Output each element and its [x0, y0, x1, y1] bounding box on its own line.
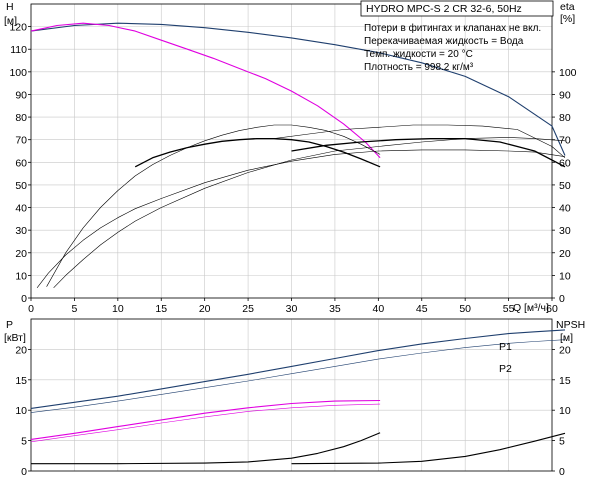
note-line: Перекачиваемая жидкость = Вода — [364, 36, 524, 47]
series-line-bottom-2 — [30, 399, 381, 440]
y2-tick-label: 0 — [559, 293, 565, 305]
y2-tick-label: 10 — [559, 270, 571, 282]
y-tick-label: 90 — [15, 89, 27, 101]
x-tick-label: 30 — [286, 303, 298, 315]
top-ticks: 0102030405060708090100110120010203040506… — [9, 22, 576, 315]
y2-tick-label: 50 — [559, 180, 571, 192]
bottom-y-axis-label: P — [6, 319, 13, 331]
bottom-y2-axis-unit: [м] — [560, 332, 573, 344]
x-tick-label: 50 — [459, 303, 471, 315]
top-y-axis-unit: [м] — [4, 15, 17, 27]
series-line-top-6 — [274, 124, 566, 159]
note-line: Потери в фитингах и клапанах не вкл. — [364, 22, 541, 34]
y-tick-label: 40 — [15, 203, 27, 215]
bottom-ticks: 0 5 10 15 20 0 5 10 15 20 — [15, 344, 571, 478]
y-tick-label: 10 — [15, 270, 27, 282]
y2-tick-label: 5 — [559, 436, 565, 448]
y-tick-label: 5 — [21, 436, 27, 448]
y2-tick-label: 20 — [559, 248, 571, 260]
series-line-bottom-3 — [30, 403, 381, 443]
x-tick-label: 25 — [242, 303, 254, 315]
series-line-top-2 — [46, 124, 381, 287]
x-tick-label: 5 — [71, 303, 77, 315]
series-line-top-5 — [53, 137, 566, 289]
x-tick-label: 40 — [372, 303, 384, 315]
x-tick-label: 15 — [155, 303, 167, 315]
y2-tick-label: 60 — [559, 157, 571, 169]
y-tick-label: 60 — [15, 157, 27, 169]
y2-tick-label: 30 — [559, 225, 571, 237]
x-tick-label: 35 — [329, 303, 341, 315]
top-y2-axis-label: eta — [560, 1, 575, 13]
series-line-bottom-5 — [291, 432, 566, 465]
y-tick-label: 15 — [15, 375, 27, 387]
series-label-p2: P2 — [499, 363, 512, 375]
x-axis-unit: [м³/ч] — [524, 302, 549, 314]
y2-tick-label: 80 — [559, 112, 571, 124]
y2-tick-label: 40 — [559, 203, 571, 215]
series-line-top-3 — [134, 137, 381, 168]
series-line-bottom-4 — [31, 432, 381, 465]
x-tick-label: 55 — [503, 303, 515, 315]
y-tick-label: 70 — [15, 135, 27, 147]
y2-tick-label: 0 — [559, 466, 565, 478]
note-line: Плотность = 998.2 кг/м³ — [364, 62, 474, 73]
y-tick-label: 20 — [15, 344, 27, 356]
series-line-top-1 — [30, 22, 381, 159]
x-tick-label: 10 — [112, 303, 124, 315]
y-tick-label: 30 — [15, 225, 27, 237]
series-line-top-0 — [30, 22, 566, 156]
y2-tick-label: 100 — [559, 67, 577, 79]
top-y-axis-label: H — [6, 1, 14, 13]
y2-tick-label: 15 — [559, 375, 571, 387]
y-tick-label: 50 — [15, 180, 27, 192]
x-tick-label: 60 — [546, 303, 558, 315]
y-tick-label: 0 — [21, 466, 27, 478]
y-tick-label: 0 — [21, 293, 27, 305]
chart-title: HYDRO MPC-S 2 CR 32-6, 50Hz — [366, 3, 522, 15]
top-series — [30, 22, 566, 289]
x-tick-label: 20 — [199, 303, 211, 315]
top-y2-axis-unit: [%] — [560, 13, 575, 25]
y-tick-label: 110 — [10, 44, 27, 56]
plot-frame — [30, 318, 553, 472]
series-line-top-4 — [36, 149, 566, 288]
bottom-grid — [30, 318, 553, 472]
x-tick-label: 0 — [28, 303, 34, 315]
y-tick-label: 20 — [15, 248, 27, 260]
y-tick-label: 120 — [9, 22, 27, 34]
y2-tick-label: 10 — [559, 405, 571, 417]
x-axis-label: Q — [513, 302, 521, 314]
series-p1 — [30, 329, 566, 409]
series-p2 — [30, 339, 566, 413]
series-line-top-7 — [291, 137, 566, 168]
bottom-y-axis-unit: [кВт] — [4, 332, 26, 344]
note-line: Темп. жидкости = 20 °C — [364, 49, 473, 60]
y2-tick-label: 20 — [559, 344, 571, 356]
y-tick-label: 80 — [15, 112, 27, 124]
y2-tick-label: 90 — [559, 89, 571, 101]
y-tick-label: 100 — [9, 67, 27, 79]
y2-tick-label: 70 — [559, 135, 571, 147]
title-box — [360, 0, 554, 17]
y-tick-label: 10 — [15, 405, 27, 417]
series-label-p1: P1 — [499, 341, 512, 353]
bottom-series — [30, 329, 566, 465]
x-tick-label: 45 — [416, 303, 428, 315]
bottom-y2-axis-label: NPSH — [556, 319, 585, 331]
